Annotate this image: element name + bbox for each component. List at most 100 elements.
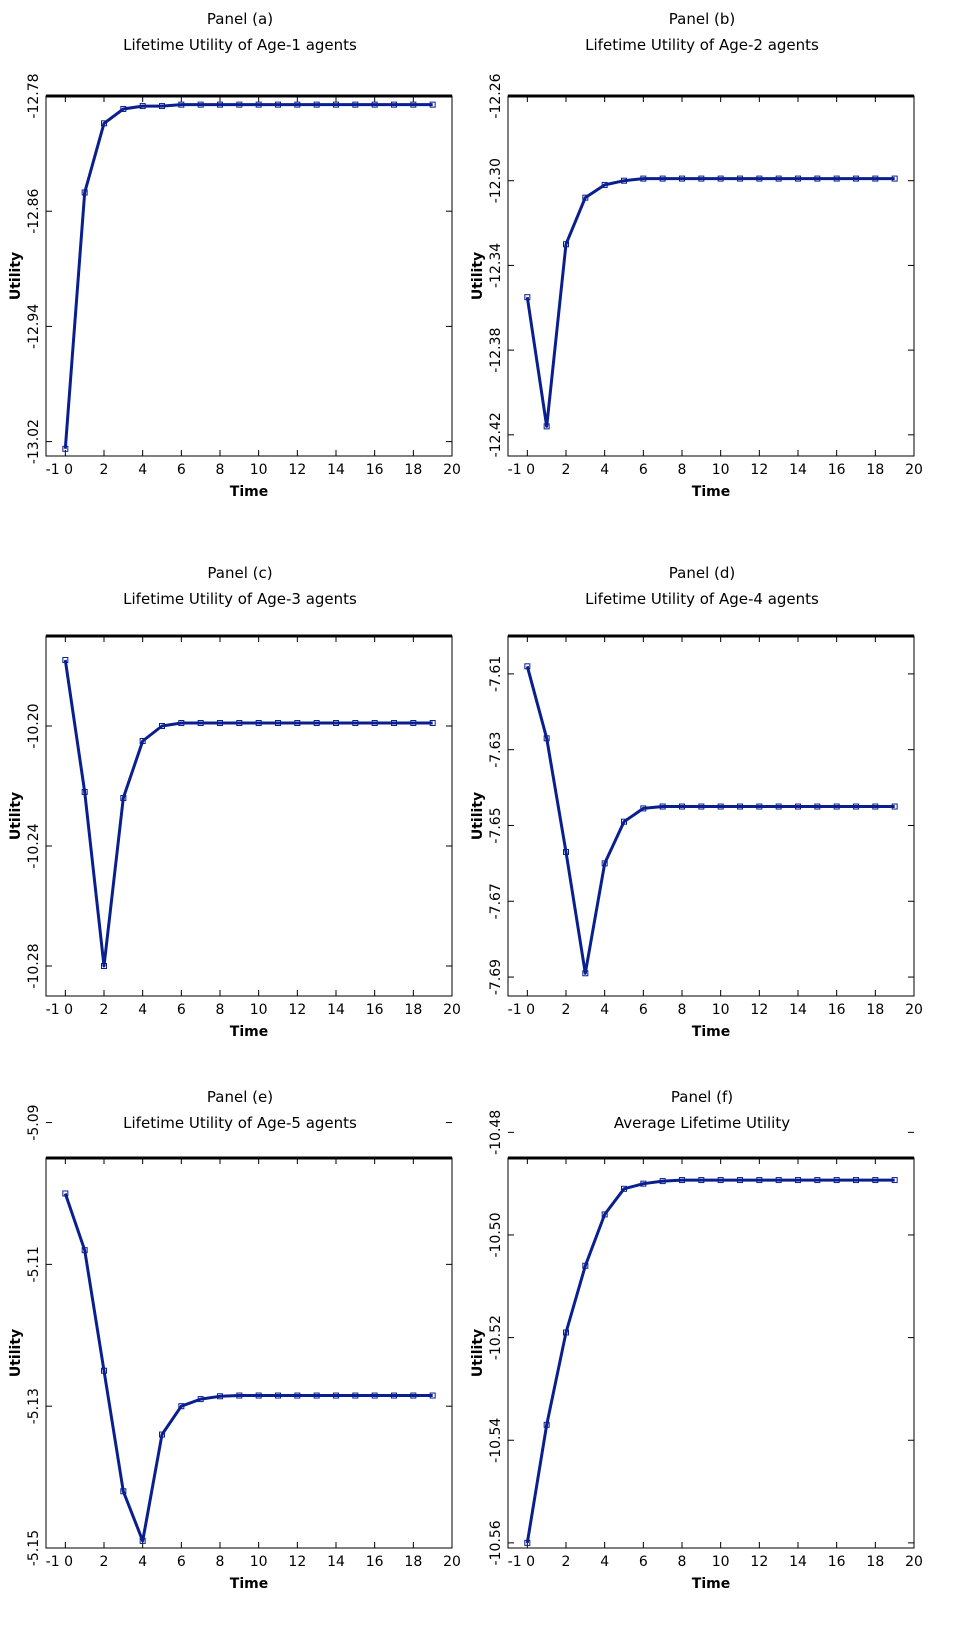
data-point: [429, 101, 436, 108]
x-tick-label: 12: [288, 1002, 306, 1018]
data-point: [101, 1367, 107, 1374]
data-point: [795, 175, 801, 182]
data-point: [698, 803, 705, 810]
x-tick-label: -1 0: [508, 1554, 535, 1570]
data-point: [197, 720, 204, 726]
chart-title: Panel (c) Lifetime Utility of Age-3 agent…: [30, 560, 450, 612]
panel-subtitle: Average Lifetime Utility: [613, 1114, 791, 1132]
y-tick-label: -10.20: [26, 703, 42, 748]
data-point: [62, 445, 69, 452]
data-point: [775, 803, 782, 810]
y-tick-label: -12.42: [488, 412, 504, 457]
data-point: [582, 970, 589, 977]
data-point: [178, 1403, 185, 1410]
chart-title: Panel (d) Lifetime Utility of Age-4 agent…: [492, 560, 912, 612]
x-tick-label: 10: [250, 1554, 268, 1570]
y-tick-label: -12.94: [26, 304, 42, 349]
data-point: [717, 1177, 724, 1184]
data-point: [621, 1185, 627, 1192]
data-point: [543, 423, 550, 430]
data-point: [853, 803, 859, 810]
series-line: [63, 103, 433, 449]
y-tick-label: -12.38: [488, 328, 504, 373]
x-tick-label: 6: [177, 1002, 186, 1018]
data-point: [756, 175, 763, 182]
x-tick-label: -1 0: [508, 462, 535, 478]
x-tick-label: 20: [443, 1002, 461, 1018]
data-point: [81, 189, 88, 196]
x-tick-label: 18: [404, 1554, 422, 1570]
series-line: [525, 1178, 895, 1544]
x-tick-label: 12: [750, 462, 768, 478]
data-point: [795, 1177, 801, 1184]
data-point: [563, 1329, 569, 1336]
data-point: [563, 849, 569, 855]
data-point: [101, 120, 107, 127]
x-tick-label: 14: [789, 1554, 807, 1570]
y-tick-label: -10.54: [488, 1418, 504, 1463]
x-tick-label: 10: [712, 462, 730, 478]
x-tick-label: 8: [216, 462, 225, 478]
data-point: [795, 803, 801, 810]
x-axis-title: Time: [692, 1576, 730, 1592]
data-point: [756, 1177, 763, 1184]
data-point: [333, 101, 339, 108]
x-tick-label: 8: [678, 1554, 687, 1570]
data-point: [410, 1392, 417, 1399]
y-axis-title: Utility: [8, 252, 24, 300]
data-point: [101, 963, 107, 969]
y-tick-label: -13.02: [26, 419, 42, 464]
data-point: [814, 1177, 821, 1184]
data-point: [775, 175, 782, 182]
y-axis-title: Utility: [8, 1329, 24, 1377]
x-axis-title: Time: [230, 484, 268, 500]
data-point: [621, 177, 627, 184]
data-point: [543, 1421, 550, 1428]
data-point: [601, 1211, 608, 1218]
x-tick-label: -1 0: [508, 1002, 535, 1018]
data-point: [814, 803, 821, 810]
data-point: [275, 720, 281, 726]
data-point: [410, 101, 417, 108]
series-line: [63, 1193, 433, 1543]
x-tick-label: -1 0: [46, 462, 73, 478]
data-point: [833, 1177, 840, 1184]
panel-label: Panel (d): [668, 564, 736, 582]
data-point: [120, 105, 127, 112]
chart-title: Panel (b) Lifetime Utility of Age-2 agent…: [492, 6, 912, 58]
data-point: [391, 101, 397, 108]
panel-label: Panel (e): [206, 1088, 274, 1106]
x-tick-label: 14: [789, 462, 807, 478]
data-point: [275, 101, 281, 108]
data-point: [313, 101, 320, 108]
series-line: [63, 659, 433, 968]
data-point: [833, 175, 840, 182]
data-point: [371, 1392, 378, 1399]
x-tick-label: 16: [366, 1554, 384, 1570]
data-point: [352, 720, 359, 726]
y-axis-title: Utility: [8, 792, 24, 840]
data-point: [275, 1392, 281, 1399]
data-point: [872, 803, 879, 810]
data-point: [139, 103, 146, 110]
data-point: [294, 720, 301, 726]
data-point: [601, 181, 608, 188]
data-point: [178, 101, 185, 108]
y-tick-label: -10.52: [488, 1315, 504, 1360]
panel-subtitle: Lifetime Utility of Age-4 agents: [585, 590, 819, 608]
data-point: [737, 803, 743, 810]
x-tick-label: 2: [100, 462, 109, 478]
data-point: [217, 1393, 223, 1400]
x-tick-label: 18: [866, 1002, 884, 1018]
x-tick-label: 16: [366, 462, 384, 478]
x-axis-title: Time: [230, 1024, 268, 1040]
y-tick-label: -12.78: [26, 73, 42, 118]
chart-title: Panel (a) Lifetime Utility of Age-1 agent…: [30, 6, 450, 58]
y-tick-label: -5.09: [26, 1104, 42, 1140]
x-tick-label: -1 0: [46, 1554, 73, 1570]
data-point: [236, 101, 243, 108]
data-point: [563, 241, 569, 248]
x-tick-label: 12: [288, 462, 306, 478]
x-tick-label: 20: [443, 462, 461, 478]
